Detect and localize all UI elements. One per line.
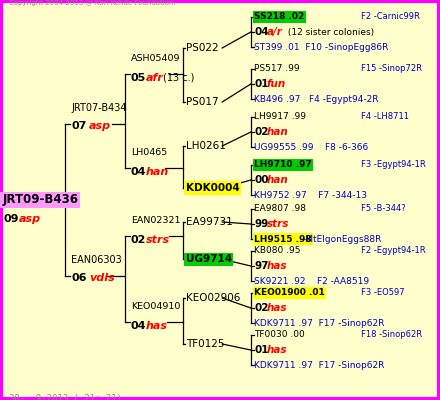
Text: 30-  9-2013 ( 21: 21): 30- 9-2013 ( 21: 21) xyxy=(9,394,122,400)
Text: PS017: PS017 xyxy=(186,97,218,107)
Text: PS022: PS022 xyxy=(186,43,218,53)
Text: KB080 .95: KB080 .95 xyxy=(254,246,301,255)
Text: (12 sister colonies): (12 sister colonies) xyxy=(285,28,374,36)
Text: UG99555 .99    F8 -6-366: UG99555 .99 F8 -6-366 xyxy=(254,143,369,152)
Text: -MtElgonEggs88R: -MtElgonEggs88R xyxy=(303,235,382,244)
Text: fun: fun xyxy=(267,79,286,89)
Text: KDK9711 .97  F17 -Sinop62R: KDK9711 .97 F17 -Sinop62R xyxy=(254,319,385,328)
Text: SS218 .02: SS218 .02 xyxy=(254,12,304,21)
Text: 04: 04 xyxy=(254,27,269,37)
Text: KEO01900 .01: KEO01900 .01 xyxy=(254,288,325,297)
Text: 02: 02 xyxy=(131,235,146,245)
Text: F2 -Egypt94-1R: F2 -Egypt94-1R xyxy=(361,246,425,255)
Text: KH9752 .97    F7 -344-13: KH9752 .97 F7 -344-13 xyxy=(254,191,367,200)
Text: F2 -Carnic99R: F2 -Carnic99R xyxy=(361,12,420,21)
Text: 09: 09 xyxy=(3,214,18,224)
Text: F15 -Sinop72R: F15 -Sinop72R xyxy=(361,64,422,73)
Text: han: han xyxy=(267,127,288,137)
Text: LH9515 .98: LH9515 .98 xyxy=(254,235,312,244)
Text: strs: strs xyxy=(267,219,289,229)
Text: TF0125: TF0125 xyxy=(186,339,224,349)
Text: 01: 01 xyxy=(254,79,269,89)
Text: has: has xyxy=(267,345,287,355)
Text: F3 -Egypt94-1R: F3 -Egypt94-1R xyxy=(361,160,425,169)
Text: KB496 .97   F4 -Egypt94-2R: KB496 .97 F4 -Egypt94-2R xyxy=(254,95,379,104)
Text: KDK9711 .97  F17 -Sinop62R: KDK9711 .97 F17 -Sinop62R xyxy=(254,361,385,370)
Text: JRT07-B434: JRT07-B434 xyxy=(71,103,127,113)
Text: JRT09-B436: JRT09-B436 xyxy=(2,194,78,206)
Text: 04: 04 xyxy=(131,321,146,331)
Text: 97: 97 xyxy=(254,261,269,271)
Text: 01: 01 xyxy=(254,345,269,355)
Text: 06: 06 xyxy=(71,273,87,283)
Text: asp: asp xyxy=(19,214,41,224)
Text: vdls: vdls xyxy=(89,273,115,283)
Text: 99: 99 xyxy=(254,219,268,229)
Text: Copyright 2004-2013 @ Karl Kehde Foundation.: Copyright 2004-2013 @ Karl Kehde Foundat… xyxy=(9,0,176,6)
Text: EAN02321: EAN02321 xyxy=(131,216,180,225)
Text: EA99731: EA99731 xyxy=(186,217,232,227)
Text: KEO04910: KEO04910 xyxy=(131,302,180,311)
Text: LH0465: LH0465 xyxy=(131,148,167,157)
Text: (13 c.): (13 c.) xyxy=(163,73,194,83)
Text: ASH05409: ASH05409 xyxy=(131,54,180,63)
Text: han: han xyxy=(267,175,288,185)
Text: strs: strs xyxy=(146,235,170,245)
Text: F5 -B-344?: F5 -B-344? xyxy=(361,204,406,213)
Text: 07: 07 xyxy=(71,121,87,131)
Text: LH9710 .97: LH9710 .97 xyxy=(254,160,312,169)
Text: han: han xyxy=(146,167,169,177)
Text: F3 -EO597: F3 -EO597 xyxy=(361,288,404,297)
Text: has: has xyxy=(146,321,168,331)
Text: EA9807 .98: EA9807 .98 xyxy=(254,204,306,213)
Text: KEO02906: KEO02906 xyxy=(186,293,240,303)
Text: has: has xyxy=(267,303,287,313)
Text: has: has xyxy=(267,261,287,271)
Text: EAN06303: EAN06303 xyxy=(71,255,122,265)
Text: KDK0004: KDK0004 xyxy=(186,183,239,193)
Text: UG9714: UG9714 xyxy=(186,254,232,264)
Text: a/r: a/r xyxy=(267,27,282,37)
Text: 04: 04 xyxy=(131,167,146,177)
Text: ST399 .01  F10 -SinopEgg86R: ST399 .01 F10 -SinopEgg86R xyxy=(254,43,389,52)
Text: 02: 02 xyxy=(254,127,269,137)
Text: LH9917 .99: LH9917 .99 xyxy=(254,112,306,121)
Text: LH0261: LH0261 xyxy=(186,141,226,151)
Text: 05: 05 xyxy=(131,73,146,83)
Text: 02: 02 xyxy=(254,303,269,313)
Text: F4 -LH8711: F4 -LH8711 xyxy=(361,112,409,121)
Text: TF0030 .00: TF0030 .00 xyxy=(254,330,305,339)
Text: asp: asp xyxy=(89,121,111,131)
Text: afr: afr xyxy=(146,73,164,83)
Text: F18 -Sinop62R: F18 -Sinop62R xyxy=(361,330,422,339)
Text: 00: 00 xyxy=(254,175,269,185)
Text: PS517 .99: PS517 .99 xyxy=(254,64,300,73)
Text: SK9221 .92    F2 -AA8519: SK9221 .92 F2 -AA8519 xyxy=(254,277,370,286)
